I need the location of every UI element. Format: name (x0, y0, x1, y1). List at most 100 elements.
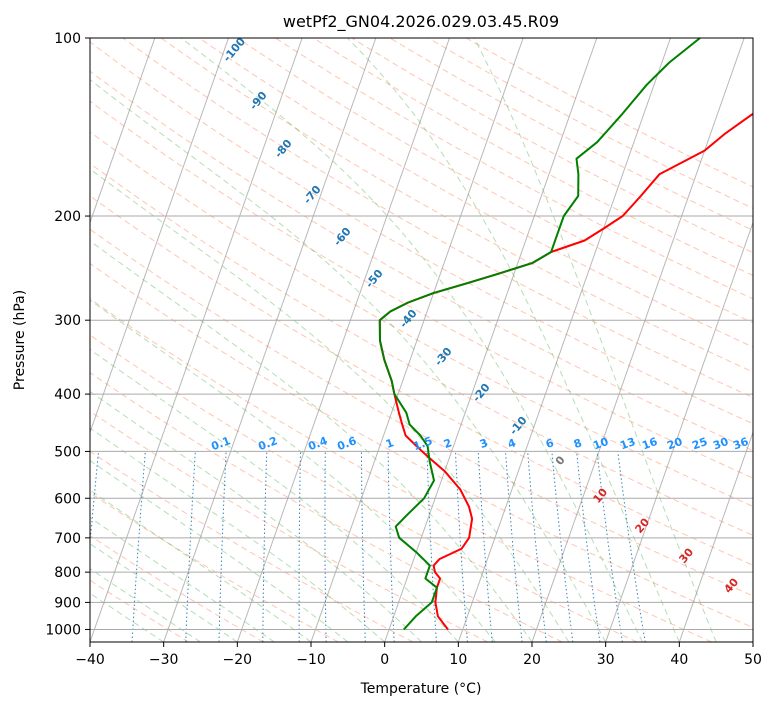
dry-adiabat (90, 492, 339, 642)
dry-adiabat (90, 100, 753, 479)
moist-adiabat (90, 240, 533, 642)
moist-adiabat (90, 168, 570, 642)
dry-adiabat (466, 38, 753, 188)
isotherm (90, 38, 229, 434)
isotherm (531, 38, 745, 642)
isotherm (0, 38, 7, 642)
mixing-ratio-label: 1 (384, 436, 396, 451)
dry-adiabat (90, 535, 264, 642)
y-tick-label: 200 (54, 209, 81, 225)
y-axis-label: Pressure (hPa) (12, 290, 28, 390)
y-tick-label: 500 (54, 444, 81, 460)
mixing-ratio-line (527, 451, 547, 642)
temperature-profile (378, 112, 753, 631)
moist-adiabat (90, 348, 459, 642)
grid-lines (0, 38, 753, 642)
isotherm (457, 38, 671, 642)
y-tick-label: 600 (54, 491, 81, 507)
dry-adiabat-label: -60 (331, 225, 354, 249)
y-tick-label: 300 (54, 313, 81, 329)
line-labels: -100-90-80-70-60-50-40-30-20-100.1 0.2 0.4… (209, 38, 750, 596)
y-tick-label: 700 (54, 531, 81, 547)
mixing-ratio-label: 30 (711, 435, 730, 453)
x-tick-label: 0 (380, 652, 389, 668)
mixing-ratio-label: 4 (506, 436, 518, 451)
profile-lines (378, 38, 753, 631)
x-tick-label: 50 (744, 652, 762, 668)
moist-adiabat (347, 38, 680, 642)
mixing-ratio-line (324, 451, 327, 642)
x-tick-label: −20 (223, 652, 253, 668)
moist-adiabat (90, 427, 386, 642)
dry-adiabat (90, 195, 753, 566)
y-axis: 1000 900 800 700 600 500 400 300 200 100 (45, 31, 90, 638)
mixing-ratio-line (505, 451, 523, 642)
isotherm (163, 38, 377, 642)
mixing-ratio-label: 0.2 (256, 434, 279, 453)
x-tick-label: −40 (75, 652, 105, 668)
dry-adiabat-label: -30 (432, 345, 455, 369)
dry-adiabat (90, 131, 753, 507)
mixing-ratio-label: 16 (640, 435, 659, 453)
mixing-ratio-label: 6 (544, 436, 556, 451)
mixing-ratio-label: 13 (618, 435, 637, 452)
dry-adiabat (198, 38, 753, 348)
dry-adiabat (237, 38, 753, 324)
dry-adiabat (90, 70, 753, 452)
isotherm (90, 38, 303, 642)
isotherm (605, 221, 753, 642)
mixing-ratio-label: 8 (572, 436, 584, 451)
dry-adiabat (90, 371, 563, 642)
mixing-ratio-label: 2 (442, 436, 454, 451)
dry-adiabat (351, 38, 753, 254)
dry-adiabat (275, 38, 753, 300)
mixing-ratio-line (617, 451, 646, 642)
mixing-ratio-label: 3 (478, 436, 490, 451)
dry-adiabat (90, 262, 753, 629)
dry-adiabat (90, 579, 190, 642)
moist-adiabat (90, 489, 312, 642)
isotherm (752, 640, 753, 642)
plot-frame (89, 37, 754, 643)
mixing-ratio-label: 36 (731, 435, 750, 453)
dry-adiabat (313, 38, 753, 277)
moist-adiabat-label: 10 (590, 485, 610, 505)
y-tick-label: 900 (54, 595, 81, 611)
dry-adiabat (90, 41, 753, 425)
mixing-ratio-line (361, 451, 366, 642)
isotherm (310, 38, 524, 642)
dry-adiabat (427, 38, 753, 209)
dry-adiabat-label: -20 (470, 381, 493, 405)
y-tick-label: 800 (54, 565, 81, 581)
moist-adiabat-label: 0 (553, 453, 568, 467)
mixing-ratio-label: 10 (591, 435, 610, 453)
dry-adiabat (90, 162, 753, 536)
moist-adiabat (90, 390, 422, 642)
x-tick-label: 40 (670, 652, 688, 668)
mixing-ratio-line (477, 451, 493, 642)
background-lines (90, 38, 753, 642)
mixing-ratio-label: 0.4 (306, 434, 329, 453)
chart-title: wetPf2_GN04.2026.029.03.45.R09 (283, 12, 559, 32)
x-tick-label: −10 (296, 652, 326, 668)
moist-adiabat (90, 543, 238, 642)
mixing-ratio-label: 0.6 (335, 434, 358, 453)
x-tick-label: 30 (597, 652, 615, 668)
mixing-ratio-line (455, 451, 468, 642)
moist-adiabat (90, 79, 607, 642)
moist-adiabat (473, 38, 717, 642)
mixing-ratio-label: 1.5 (411, 434, 434, 453)
y-tick-label: 1000 (45, 622, 81, 638)
mixing-ratio-line (262, 451, 268, 642)
dry-adiabat-label: -80 (272, 137, 295, 161)
dry-adiabat (90, 450, 414, 642)
x-axis-label: Temperature (°C) (360, 681, 482, 697)
mixing-ratio-line (298, 451, 301, 642)
moist-adiabat (90, 517, 275, 642)
moist-adiabat-label: 40 (721, 575, 741, 595)
dry-adiabat-label: -10 (507, 414, 530, 438)
dry-adiabat (122, 38, 753, 399)
y-tick-label: 400 (54, 387, 81, 403)
moist-adiabat (180, 38, 643, 642)
